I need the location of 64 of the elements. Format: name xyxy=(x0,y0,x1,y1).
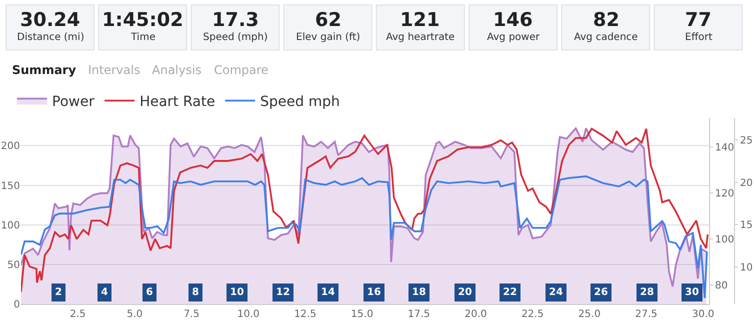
x-tick-label: 15.0 xyxy=(350,309,374,320)
y-tick-label: 50 xyxy=(7,260,20,271)
annotation: 14 xyxy=(321,287,335,298)
x-tick-label: 22.5 xyxy=(521,309,544,320)
annotation: 22 xyxy=(503,287,517,298)
x-tick-label: 20.0 xyxy=(464,309,487,320)
y-tick-label: 150 xyxy=(0,180,20,192)
x-tick-label: 5.0 xyxy=(126,309,143,320)
y3-tick-label: 10 xyxy=(740,262,753,274)
legend-label: Speed mph xyxy=(260,94,340,110)
x-tick-label: 25.0 xyxy=(578,309,601,320)
x-tick-label: 30.0 xyxy=(692,309,714,320)
text: 82 xyxy=(593,9,620,31)
text: Analysis xyxy=(152,63,202,77)
y2-tick-label: 120 xyxy=(715,188,734,200)
x-tick-label: 7.5 xyxy=(184,309,200,320)
text: 1:45:02 xyxy=(102,9,184,31)
annotation: 8 xyxy=(192,287,199,298)
legend-label: Power xyxy=(52,94,95,110)
annotation: 2 xyxy=(55,287,62,298)
y3-tick-label: 25 xyxy=(740,135,753,146)
annotation: 6 xyxy=(146,287,153,298)
text: Speed (mph) xyxy=(203,32,268,43)
x-tick-label: 17.5 xyxy=(408,309,430,320)
x-tick-label: 10.0 xyxy=(237,309,260,320)
text: Time xyxy=(130,32,156,43)
text: Distance (mi) xyxy=(17,32,84,43)
y3-tick-label: 15 xyxy=(740,220,753,232)
annotation: 18 xyxy=(412,287,426,298)
x-tick-label: 27.5 xyxy=(635,309,658,320)
text: Avg power xyxy=(487,32,540,43)
text: 62 xyxy=(315,9,342,31)
legend-label: Heart Rate xyxy=(140,94,216,110)
x-tick-label: 2.5 xyxy=(70,309,86,320)
annotation: 10 xyxy=(230,287,244,298)
annotation: 28 xyxy=(640,287,654,298)
y2-tick-label: 100 xyxy=(715,234,734,246)
annotation: 26 xyxy=(594,287,608,298)
text: Elev gain (ft) xyxy=(296,32,360,43)
line-series xyxy=(21,175,708,299)
text: Intervals xyxy=(88,63,140,77)
annotation: 20 xyxy=(458,287,472,298)
annotation: 12 xyxy=(276,287,290,298)
text: 146 xyxy=(493,9,533,31)
y-tick-label: 100 xyxy=(0,220,20,232)
text: 77 xyxy=(685,9,712,31)
text: Avg heartrate xyxy=(386,32,455,43)
text: Avg cadence xyxy=(574,32,638,43)
text: 17.3 xyxy=(212,9,259,31)
y2-tick-label: 140 xyxy=(715,142,734,154)
text: 121 xyxy=(400,9,440,31)
y-tick-label: 0 xyxy=(14,300,20,310)
annotation: 16 xyxy=(367,287,381,298)
text: Compare xyxy=(214,63,268,77)
text: 30.24 xyxy=(20,9,80,31)
y2-tick-label: 80 xyxy=(715,280,728,292)
y3-tick-label: 20 xyxy=(740,178,753,189)
annotation: 30 xyxy=(685,287,699,298)
text: Effort xyxy=(685,32,712,43)
annotation: 24 xyxy=(549,287,563,298)
text: Summary xyxy=(12,63,76,77)
y-tick-label: 200 xyxy=(0,141,20,152)
annotation: 4 xyxy=(101,287,108,298)
x-tick-label: 12.5 xyxy=(294,309,316,320)
